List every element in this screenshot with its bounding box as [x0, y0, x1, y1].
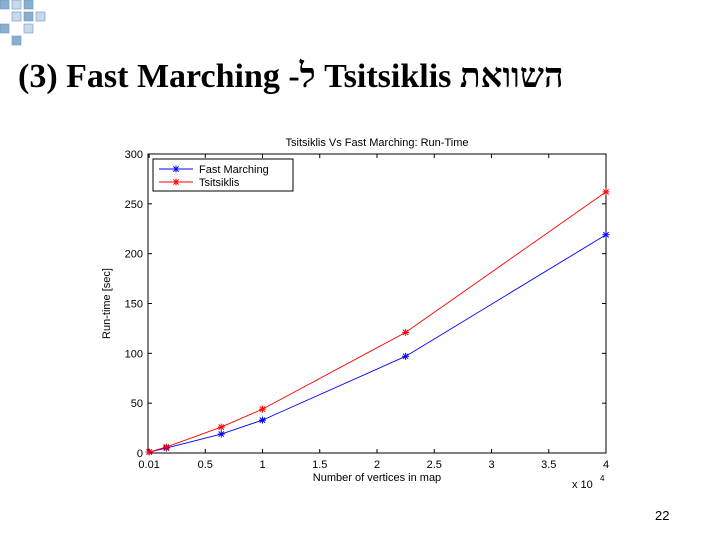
slide-title: (3) Fast Marching -ל Tsitsiklis השוואת [18, 58, 564, 95]
y-axis-label: Run-time [sec] [101, 268, 113, 339]
data-point-fast-marching-d2 [218, 431, 225, 438]
data-point-tsitsiklis-d2 [163, 444, 170, 450]
x-tick-label: 0.01 [138, 459, 159, 471]
x-tick-label: 4 [603, 459, 609, 471]
corner-decoration [0, 0, 46, 46]
y-tick-label: 250 [125, 199, 143, 211]
data-point-tsitsiklis-d2 [218, 424, 225, 431]
y-tick-label: 0 [137, 448, 143, 460]
data-point-tsitsiklis-d2 [402, 329, 409, 336]
data-point-fast-marching-d2 [603, 231, 609, 238]
series-line-fast-marching [149, 234, 607, 453]
legend-label: Tsitsiklis [199, 177, 240, 189]
y-tick-label: 200 [125, 249, 143, 261]
data-point-tsitsiklis-d2 [259, 406, 266, 413]
y-tick-label: 150 [125, 299, 143, 311]
y-tick-label: 100 [125, 348, 143, 360]
plot-area [147, 153, 607, 454]
x-tick-label: 2.5 [427, 459, 442, 471]
legend-box [152, 158, 294, 192]
y-tick-label: 50 [131, 398, 143, 410]
x-tick-label: 1.5 [312, 459, 327, 471]
x-tick-label: 1 [259, 459, 265, 471]
series-line-tsitsiklis [149, 191, 607, 453]
y-tick-label: 300 [125, 149, 143, 161]
x-tick-label: 3 [488, 459, 494, 471]
data-point-fast-marching-d2 [259, 417, 266, 424]
x-multiplier-label: x 10 [572, 479, 593, 491]
legend-marker-d2 [173, 166, 179, 172]
data-point-tsitsiklis-d2 [146, 449, 153, 455]
chart-title: Tsitsiklis Vs Fast Marching: Run-Time [286, 137, 469, 149]
x-tick-label: 3.5 [541, 459, 556, 471]
x-tick-label: 2 [374, 459, 380, 471]
data-point-tsitsiklis-d2 [603, 188, 609, 195]
page-number: 22 [655, 508, 670, 523]
legend-label: Fast Marching [199, 164, 269, 176]
data-point-fast-marching-d2 [402, 353, 409, 360]
x-multiplier-exponent: 4 [600, 474, 605, 483]
x-tick-label: 0.5 [198, 459, 213, 471]
legend-marker-d2 [173, 179, 179, 185]
x-axis-label: Number of vertices in map [313, 472, 441, 484]
